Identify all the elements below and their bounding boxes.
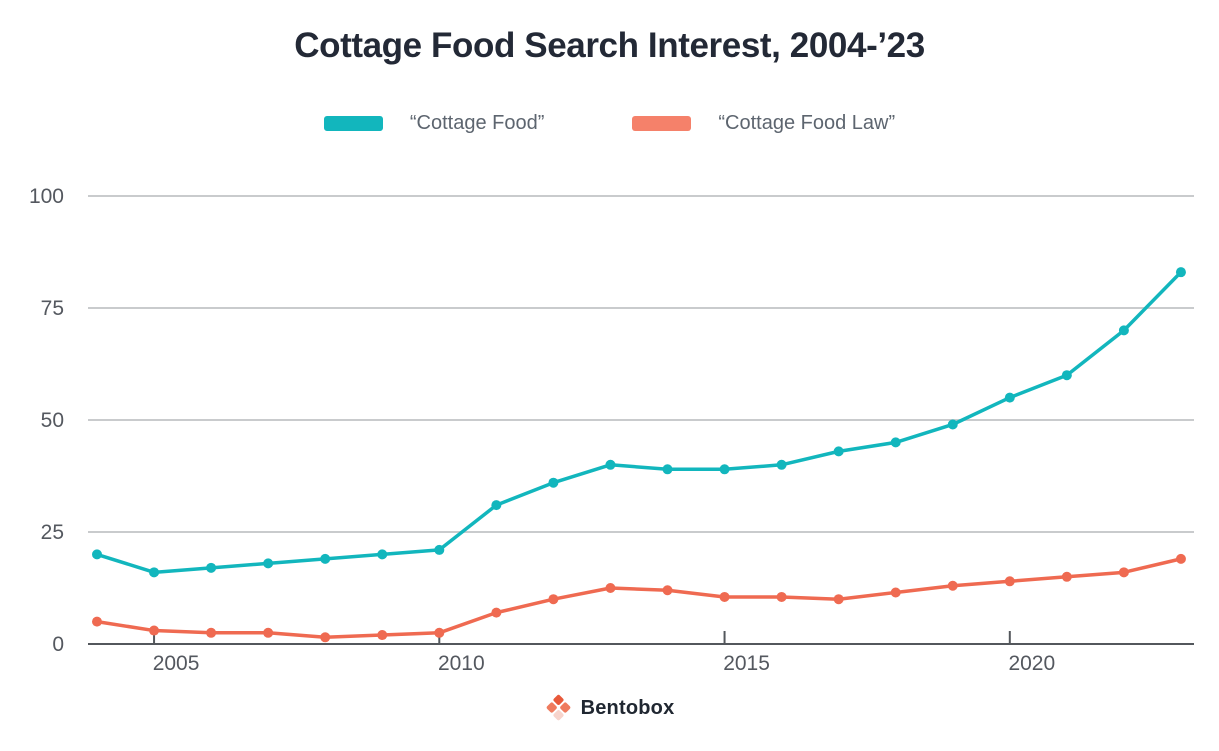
data-point <box>605 459 616 470</box>
x-axis-label: 2005 <box>153 652 200 675</box>
data-point <box>491 500 502 511</box>
data-point <box>890 587 901 598</box>
data-point <box>434 627 445 638</box>
data-point <box>947 580 958 591</box>
data-point <box>434 544 445 555</box>
x-axis-label: 2020 <box>1008 652 1055 675</box>
data-point <box>377 549 388 560</box>
chart-title: Cottage Food Search Interest, 2004-’23 <box>294 26 925 65</box>
data-point <box>1175 267 1186 278</box>
data-point <box>662 585 673 596</box>
y-axis-label: 0 <box>52 633 64 656</box>
data-point <box>776 591 787 602</box>
data-point <box>947 419 958 430</box>
data-point <box>1004 392 1015 403</box>
data-point <box>548 594 559 605</box>
data-point <box>833 594 844 605</box>
legend-item-cottage-food-law: “Cottage Food Law” <box>632 112 895 135</box>
bentobox-logo-icon <box>546 694 570 721</box>
data-point <box>776 459 787 470</box>
data-point <box>1004 576 1015 587</box>
x-axis-label: 2015 <box>723 652 770 675</box>
cottage-food-swatch-icon <box>323 116 383 131</box>
data-point <box>491 607 502 618</box>
data-point <box>1061 571 1072 582</box>
data-point <box>1118 325 1129 336</box>
x-axis-label: 2010 <box>438 652 485 675</box>
y-axis-label: 100 <box>29 185 64 208</box>
data-point <box>206 627 217 638</box>
data-point <box>92 549 102 560</box>
data-point <box>719 464 730 475</box>
y-axis-label: 75 <box>41 297 64 320</box>
data-point <box>149 567 160 578</box>
legend-item-cottage-food: “Cottage Food” <box>323 112 545 135</box>
data-point <box>890 437 901 448</box>
series-line-cottage-food-law <box>95 557 1183 640</box>
data-point <box>662 464 673 475</box>
data-point <box>320 553 331 564</box>
data-point <box>833 446 844 457</box>
legend-item-label: “Cottage Food” <box>409 112 545 134</box>
footer-brand: Bentobox <box>0 693 1219 723</box>
cottage-food-law-swatch-icon <box>632 116 692 131</box>
data-point <box>605 583 616 593</box>
data-point <box>149 625 160 636</box>
y-axis-label: 25 <box>41 521 64 544</box>
data-point <box>1118 567 1129 578</box>
data-point <box>719 591 730 602</box>
data-point <box>1175 553 1186 564</box>
data-point <box>377 630 388 641</box>
data-point <box>206 562 217 573</box>
data-point <box>92 616 102 627</box>
legend: “Cottage Food” “Cottage Food Law” <box>0 112 1219 135</box>
data-point <box>263 627 274 638</box>
y-axis-label: 50 <box>41 409 64 432</box>
data-point <box>320 632 331 643</box>
legend-item-label: “Cottage Food Law” <box>718 112 896 134</box>
brand-name: Bentobox <box>580 696 675 719</box>
series-line-cottage-food <box>95 270 1183 575</box>
data-point <box>548 477 559 488</box>
data-point <box>263 558 274 569</box>
data-point <box>1061 370 1072 381</box>
